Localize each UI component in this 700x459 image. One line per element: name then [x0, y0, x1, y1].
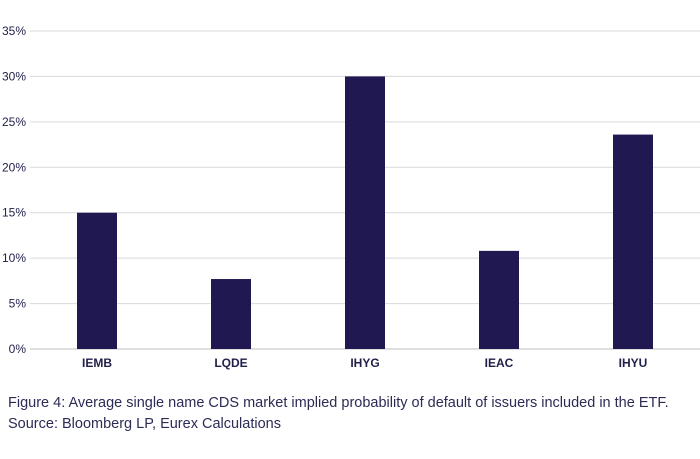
bar-chart: 0%5%10%15%20%25%30%35% IEMB LQDE IHYG IEAC I… — [2, 24, 700, 370]
y-tick-label: 5% — [9, 297, 27, 311]
y-tick-label: 0% — [9, 342, 27, 356]
x-tick-label: IHYG — [350, 356, 379, 370]
x-tick-label: LQDE — [214, 356, 247, 370]
y-tick-label: 15% — [2, 206, 26, 220]
figure-caption: Figure 4: Average single name CDS market… — [8, 393, 669, 435]
bars — [77, 76, 653, 349]
y-tick-label: 25% — [2, 115, 26, 129]
bar-ieac — [479, 250, 519, 349]
y-tick-label: 20% — [2, 160, 26, 174]
x-tick-label: IEAC — [485, 356, 514, 370]
x-tick-label: IEMB — [82, 356, 112, 370]
caption-source: Source: Bloomberg LP, Eurex Calculations — [8, 416, 281, 432]
caption-title: Figure 4: Average single name CDS market… — [8, 395, 669, 411]
y-tick-label: 10% — [2, 251, 26, 265]
bar-iemb — [77, 212, 117, 349]
y-tick-label: 35% — [2, 24, 26, 38]
y-tick-label: 30% — [2, 69, 26, 83]
x-axis-labels: IEMB LQDE IHYG IEAC IHYU — [82, 356, 647, 370]
y-axis-ticks: 0% 5% 10% 15% 20% 25% 30% 35% — [2, 24, 26, 356]
x-tick-label: IHYU — [619, 356, 648, 370]
bar-ihyg — [345, 76, 385, 349]
bar-ihyu — [613, 134, 653, 349]
bar-lqde — [211, 279, 251, 349]
